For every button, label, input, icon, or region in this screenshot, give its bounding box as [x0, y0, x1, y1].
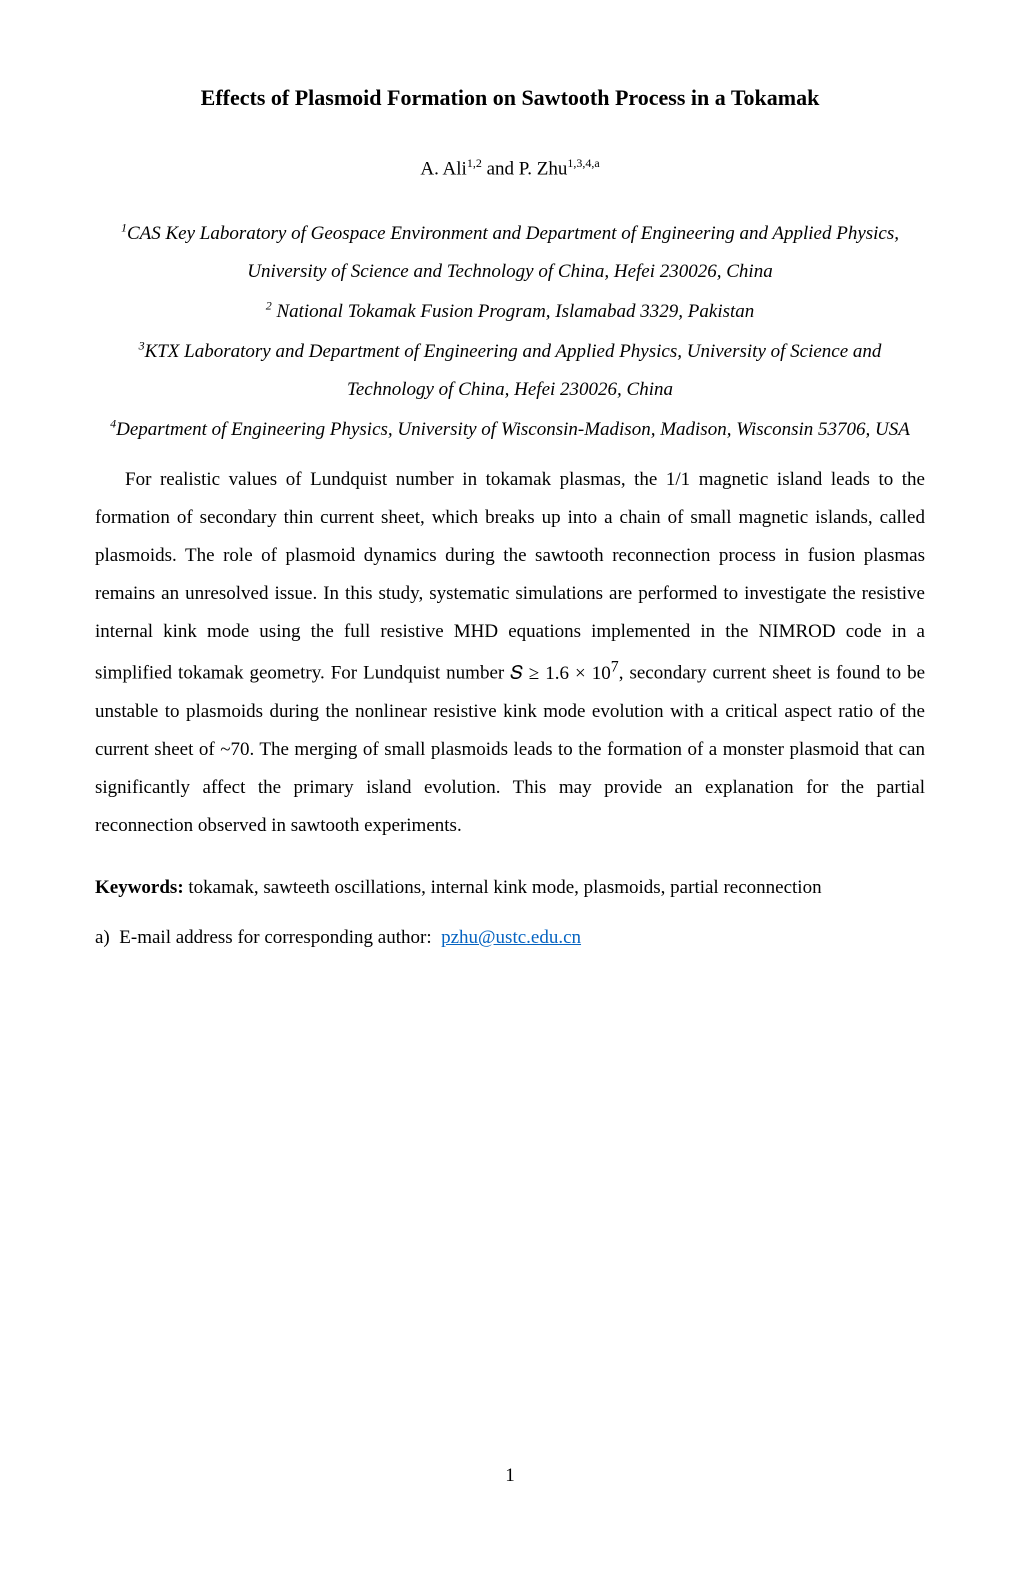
keywords-line: Keywords: tokamak, sawteeth oscillations… — [95, 873, 925, 903]
affiliation-2: 2 National Tokamak Fusion Program, Islam… — [95, 293, 925, 331]
affiliations-block: 1CAS Key Laboratory of Geospace Environm… — [95, 215, 925, 449]
affiliation-3: 3KTX Laboratory and Department of Engine… — [95, 333, 925, 409]
keywords-text: tokamak, sawteeth oscillations, internal… — [184, 877, 822, 898]
page-number: 1 — [95, 1465, 925, 1487]
affiliation-1: 1CAS Key Laboratory of Geospace Environm… — [95, 215, 925, 291]
keywords-label: Keywords: — [95, 877, 184, 898]
authors-line: A. Ali1,2 and P. Zhu1,3,4,a — [95, 156, 925, 180]
affiliation-4: 4Department of Engineering Physics, Univ… — [95, 411, 925, 449]
corresponding-email-link[interactable]: pzhu@ustc.edu.cn — [441, 927, 581, 948]
paper-title: Effects of Plasmoid Formation on Sawtoot… — [95, 85, 925, 111]
corresponding-author-footnote: a) E-mail address for corresponding auth… — [95, 923, 925, 953]
abstract-text: For realistic values of Lundquist number… — [95, 461, 925, 844]
footnote-text: E-mail address for corresponding author: — [119, 927, 431, 948]
footnote-marker: a) — [95, 927, 110, 948]
